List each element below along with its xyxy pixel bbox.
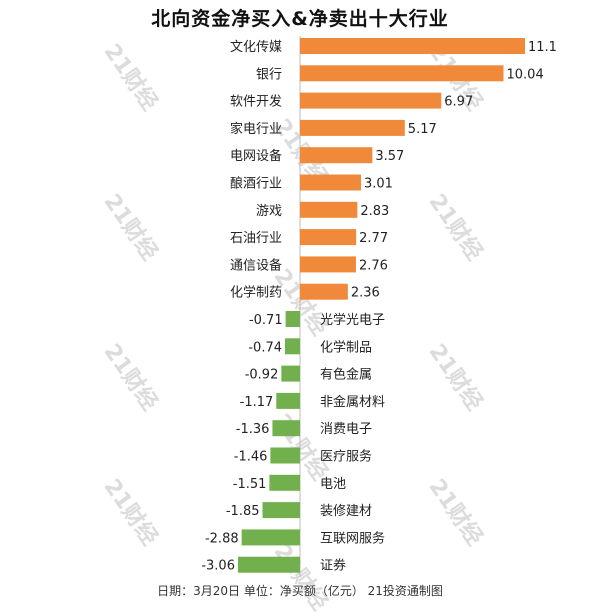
bar-row-14: 消费电子 -1.36 — [236, 420, 372, 437]
bar-row-1: 银行 10.04 — [256, 65, 544, 82]
bar-row-0: 文化传媒 11.1 — [230, 38, 557, 55]
category-label-18: 互联网服务 — [320, 530, 385, 546]
bar-0 — [300, 38, 525, 54]
category-label-14: 消费电子 — [320, 422, 372, 437]
category-label-4: 电网设备 — [230, 148, 282, 164]
category-label-0: 文化传媒 — [230, 40, 282, 55]
value-label-2: 6.97 — [444, 95, 473, 110]
bar-6 — [300, 201, 358, 218]
bar-18 — [241, 529, 300, 546]
value-label-19: -3.06 — [201, 559, 235, 574]
value-label-5: 3.01 — [364, 177, 393, 192]
bar-19 — [237, 556, 300, 573]
category-label-9: 化学制药 — [230, 285, 282, 301]
bar-9 — [300, 283, 348, 300]
chart-footer: 日期：3月20日 单位：净买额（亿元） 21投资通制图 — [157, 584, 443, 598]
bar-8 — [300, 256, 356, 273]
category-label-15: 医疗服务 — [320, 449, 372, 465]
bar-11 — [285, 338, 300, 355]
value-label-8: 2.76 — [359, 258, 388, 273]
bar-1 — [300, 65, 504, 82]
category-label-12: 有色金属 — [320, 367, 372, 383]
category-label-13: 非金属材料 — [320, 394, 385, 410]
bar-row-6: 游戏 2.83 — [256, 201, 389, 219]
value-label-1: 10.04 — [507, 67, 544, 82]
bar-row-8: 通信设备 2.76 — [230, 256, 388, 273]
bar-chart: 文化传媒 11.1 银行 10.04 软件开发 6.97 家电行业 5.17 电网设备 3.57 酿… — [201, 36, 557, 577]
category-label-6: 游戏 — [256, 204, 282, 219]
bar-16 — [269, 474, 300, 491]
value-label-9: 2.36 — [351, 286, 380, 301]
bar-row-2: 软件开发 6.97 — [230, 92, 473, 110]
bar-12 — [281, 365, 300, 382]
bar-row-7: 石油行业 2.77 — [230, 229, 388, 246]
bar-row-9: 化学制药 2.36 — [230, 283, 380, 301]
value-label-16: -1.51 — [233, 477, 267, 492]
value-label-3: 5.17 — [408, 122, 437, 137]
bar-row-3: 家电行业 5.17 — [230, 119, 437, 137]
bar-row-13: 非金属材料 -1.17 — [240, 392, 385, 410]
value-label-0: 11.1 — [528, 40, 557, 55]
category-label-2: 软件开发 — [230, 94, 282, 110]
value-label-17: -1.85 — [226, 504, 260, 519]
bar-row-16: 电池 -1.51 — [233, 474, 346, 492]
value-label-10: -0.71 — [249, 313, 283, 328]
bar-row-11: 化学制品 -0.74 — [248, 338, 372, 355]
category-label-8: 通信设备 — [230, 257, 282, 273]
bar-row-12: 有色金属 -0.92 — [245, 365, 372, 383]
bar-10 — [285, 311, 300, 327]
bar-2 — [300, 92, 442, 109]
bar-row-15: 医疗服务 -1.46 — [234, 447, 372, 465]
bar-7 — [300, 229, 357, 246]
value-label-6: 2.83 — [360, 204, 389, 219]
category-label-10: 光学光电子 — [320, 312, 385, 328]
bar-14 — [272, 420, 300, 437]
bar-3 — [300, 119, 405, 136]
bar-13 — [276, 392, 300, 409]
value-label-4: 3.57 — [375, 149, 404, 164]
value-label-11: -0.74 — [248, 340, 282, 355]
value-label-7: 2.77 — [359, 231, 388, 246]
category-label-19: 证券 — [320, 558, 346, 574]
bar-row-19: 证券 -3.06 — [201, 556, 346, 574]
bar-row-10: 光学光电子 -0.71 — [249, 311, 385, 328]
bar-5 — [300, 174, 362, 191]
bar-row-17: 装修建材 -1.85 — [226, 502, 372, 519]
bar-17 — [262, 502, 300, 519]
bar-row-18: 互联网服务 -2.88 — [205, 529, 385, 546]
category-label-3: 家电行业 — [230, 121, 282, 137]
chart-title: 北向资金净买入&净卖出十大行业 — [151, 8, 449, 30]
bar-row-5: 酿酒行业 3.01 — [230, 174, 393, 192]
value-label-12: -0.92 — [245, 368, 279, 383]
value-label-13: -1.17 — [240, 395, 274, 410]
category-label-16: 电池 — [320, 477, 346, 492]
category-label-1: 银行 — [256, 67, 282, 82]
value-label-18: -2.88 — [205, 531, 239, 546]
value-label-15: -1.46 — [234, 450, 268, 465]
category-label-7: 石油行业 — [230, 231, 282, 246]
category-label-17: 装修建材 — [320, 504, 372, 519]
bar-row-4: 电网设备 3.57 — [230, 147, 404, 164]
value-label-14: -1.36 — [236, 422, 270, 437]
category-label-11: 化学制品 — [320, 339, 372, 355]
category-label-5: 酿酒行业 — [230, 176, 282, 192]
bar-15 — [270, 447, 300, 464]
bar-4 — [300, 147, 373, 164]
